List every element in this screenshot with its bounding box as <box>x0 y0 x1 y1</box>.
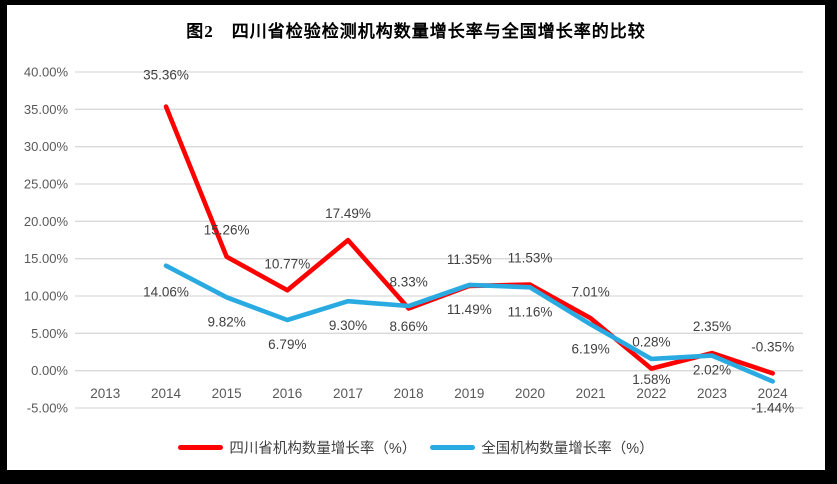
x-tick-label: 2016 <box>272 386 302 401</box>
y-tick-label: 20.00% <box>24 214 69 229</box>
y-tick-label: 30.00% <box>24 139 69 154</box>
x-tick-label: 2013 <box>90 386 120 401</box>
x-tick-label: 2019 <box>454 386 484 401</box>
plot-area: 40.00% 35.00% 30.00% 25.00% 20.00% 15.00% 10.0… <box>24 65 803 416</box>
y-tick-label: 0.00% <box>31 363 68 378</box>
chart-legend: 四川省机构数量增长率（%） 全国机构数量增长率（%） <box>7 437 825 458</box>
data-label: 9.82% <box>208 314 246 329</box>
data-label: 2.35% <box>693 319 731 334</box>
data-label: 8.33% <box>390 274 428 289</box>
data-label: 9.30% <box>329 318 367 333</box>
y-tick-label: 40.00% <box>24 65 69 80</box>
data-label: 7.01% <box>572 284 610 299</box>
data-label: 2.02% <box>693 363 731 378</box>
data-label: -1.44% <box>751 400 794 415</box>
data-label: 35.36% <box>143 68 189 83</box>
data-label: 10.77% <box>264 256 310 271</box>
x-tick-label: 2022 <box>636 386 666 401</box>
chart-title: 图2 四川省检验检测机构数量增长率与全国增长率的比较 <box>186 22 646 41</box>
legend-item-sichuan: 四川省机构数量增长率（%） <box>178 437 416 458</box>
y-tick-label: 25.00% <box>24 177 69 192</box>
data-label: 6.79% <box>268 337 306 352</box>
x-tick-label: 2020 <box>515 386 545 401</box>
national-series-line <box>163 263 776 384</box>
legend-label-national: 全国机构数量增长率（%） <box>481 441 654 457</box>
x-tick-label: 2023 <box>697 386 727 401</box>
x-tick-label: 2021 <box>576 386 606 401</box>
data-label: -0.35% <box>751 339 794 354</box>
data-label: 11.53% <box>508 251 553 266</box>
data-label: 15.26% <box>204 223 250 238</box>
data-label: 0.28% <box>632 335 670 350</box>
data-label: 11.16% <box>508 304 553 319</box>
y-tick-label: 10.00% <box>24 289 69 304</box>
data-label: 11.35% <box>447 252 492 267</box>
legend-item-national: 全国机构数量增长率（%） <box>430 437 654 458</box>
data-label: 11.49% <box>447 302 492 317</box>
y-tick-label: 5.00% <box>31 326 68 341</box>
data-label: 14.06% <box>143 285 189 300</box>
data-label: 8.66% <box>390 319 428 334</box>
y-tick-label: 35.00% <box>24 102 69 117</box>
x-tick-label: 2024 <box>758 386 789 401</box>
x-tick-label: 2017 <box>333 386 363 401</box>
y-tick-label: 15.00% <box>24 251 69 266</box>
sichuan-line-swatch-icon <box>178 445 224 450</box>
data-label: 17.49% <box>325 206 371 221</box>
y-tick-label: -5.00% <box>27 401 69 416</box>
line-chart: 图2 四川省检验检测机构数量增长率与全国增长率的比较 40.00% 35.00% 3… <box>7 5 825 470</box>
data-label: 6.19% <box>572 341 610 356</box>
x-tick-label: 2018 <box>394 386 424 401</box>
x-tick-label: 2014 <box>151 386 182 401</box>
legend-label-sichuan: 四川省机构数量增长率（%） <box>229 441 417 457</box>
data-label: 1.58% <box>632 372 670 387</box>
x-tick-label: 2015 <box>212 386 242 401</box>
national-line-swatch-icon <box>430 445 476 450</box>
